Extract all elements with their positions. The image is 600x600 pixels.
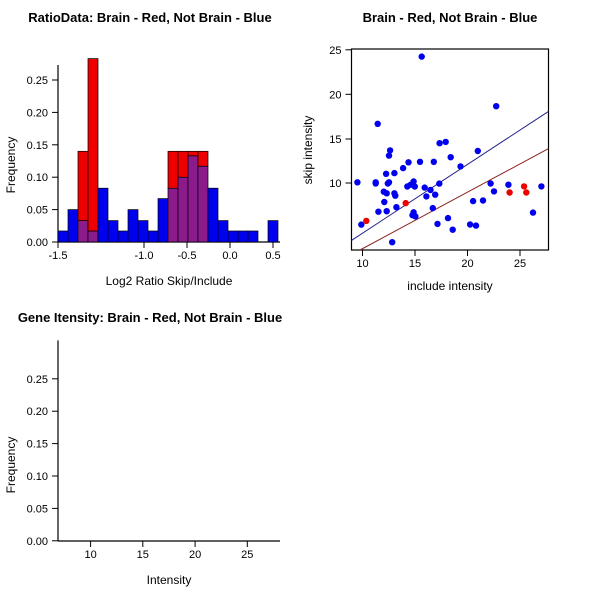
svg-text:10: 10 bbox=[84, 549, 96, 561]
svg-text:include intensity: include intensity bbox=[407, 279, 492, 293]
svg-text:Brain - Red, Not Brain - Blue: Brain - Red, Not Brain - Blue bbox=[363, 10, 538, 25]
svg-text:0.25: 0.25 bbox=[27, 374, 48, 386]
svg-text:Frequency: Frequency bbox=[4, 137, 18, 194]
svg-text:0.20: 0.20 bbox=[27, 107, 48, 119]
svg-text:20: 20 bbox=[189, 549, 201, 561]
svg-text:0.10: 0.10 bbox=[27, 172, 48, 184]
svg-text:25: 25 bbox=[514, 258, 526, 270]
svg-text:20: 20 bbox=[461, 258, 473, 270]
svg-text:0.25: 0.25 bbox=[27, 75, 48, 87]
svg-text:-0.5: -0.5 bbox=[178, 250, 197, 262]
svg-text:0.5: 0.5 bbox=[265, 250, 280, 262]
svg-text:0.00: 0.00 bbox=[27, 536, 48, 548]
svg-text:25: 25 bbox=[241, 549, 253, 561]
svg-text:-1.5: -1.5 bbox=[49, 250, 68, 262]
svg-text:0.10: 0.10 bbox=[27, 471, 48, 483]
svg-text:0.00: 0.00 bbox=[27, 237, 48, 249]
svg-text:Gene Itensity: Brain - Red, No: Gene Itensity: Brain - Red, Not Brain - … bbox=[18, 310, 282, 325]
svg-text:Intensity: Intensity bbox=[147, 573, 192, 587]
svg-text:0.20: 0.20 bbox=[27, 406, 48, 418]
svg-text:0.05: 0.05 bbox=[27, 503, 48, 515]
svg-text:20: 20 bbox=[329, 89, 341, 101]
svg-text:skip intensity: skip intensity bbox=[301, 116, 315, 185]
svg-text:25: 25 bbox=[329, 45, 341, 57]
svg-text:10: 10 bbox=[356, 258, 368, 270]
svg-text:Log2 Ratio Skip/Include: Log2 Ratio Skip/Include bbox=[106, 274, 233, 288]
svg-text:0.15: 0.15 bbox=[27, 140, 48, 152]
svg-text:RatioData: Brain - Red, Not Br: RatioData: Brain - Red, Not Brain - Blue bbox=[28, 10, 271, 25]
svg-text:15: 15 bbox=[409, 258, 421, 270]
svg-text:10: 10 bbox=[329, 178, 341, 190]
svg-text:15: 15 bbox=[137, 549, 149, 561]
svg-text:-1.0: -1.0 bbox=[135, 250, 154, 262]
svg-text:0.0: 0.0 bbox=[222, 250, 237, 262]
svg-text:15: 15 bbox=[329, 134, 341, 146]
svg-text:0.05: 0.05 bbox=[27, 205, 48, 217]
svg-text:0.15: 0.15 bbox=[27, 439, 48, 451]
svg-text:Frequency: Frequency bbox=[4, 437, 18, 494]
